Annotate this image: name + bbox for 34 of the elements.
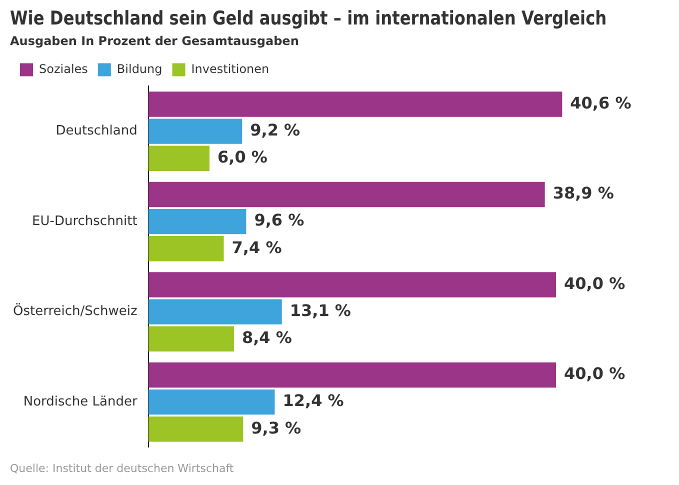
legend-label: Bildung: [116, 62, 162, 76]
data-label: 12,4 %: [282, 391, 344, 410]
data-label: 8,4 %: [242, 328, 292, 348]
data-label: 40,6 %: [570, 93, 632, 112]
data-label: 9,2 %: [250, 120, 300, 140]
bar: [148, 92, 562, 117]
y-tick-label: Deutschland: [56, 124, 138, 139]
bar: [148, 236, 224, 262]
data-label: 40,0 %: [564, 274, 626, 293]
bar: [148, 208, 246, 234]
legend-label: Soziales: [39, 62, 88, 76]
data-label: 13,1 %: [290, 300, 351, 320]
bar: [148, 416, 244, 442]
y-tick-label: Nordische Länder: [23, 394, 138, 410]
bar: [148, 272, 556, 298]
legend-label: Investitionen: [191, 62, 270, 76]
bar: [148, 362, 556, 388]
data-label: 9,6 %: [254, 210, 304, 230]
bar: [148, 389, 275, 415]
data-label: 7,4 %: [232, 238, 282, 257]
y-tick-label: Österreich/Schweiz: [13, 303, 138, 320]
data-label: 9,3 %: [251, 418, 302, 438]
data-label: 40,0 %: [564, 364, 626, 384]
chart-title: Wie Deutschland sein Geld ausgibt – im internationalen Vergleich: [10, 8, 607, 30]
source-note: Quelle: Institut der deutschen Wirtschaft: [10, 462, 234, 475]
bar: [148, 299, 282, 324]
bar: [148, 182, 545, 208]
bar: [148, 118, 242, 144]
data-label: 6,0 %: [218, 148, 268, 167]
y-tick-label: EU-Durchschnitt: [32, 214, 138, 229]
data-label: 38,9 %: [552, 184, 614, 203]
bar: [148, 326, 234, 352]
bar: [148, 146, 210, 171]
chart-subtitle: Ausgaben In Prozent der Gesamtausgaben: [10, 34, 299, 48]
